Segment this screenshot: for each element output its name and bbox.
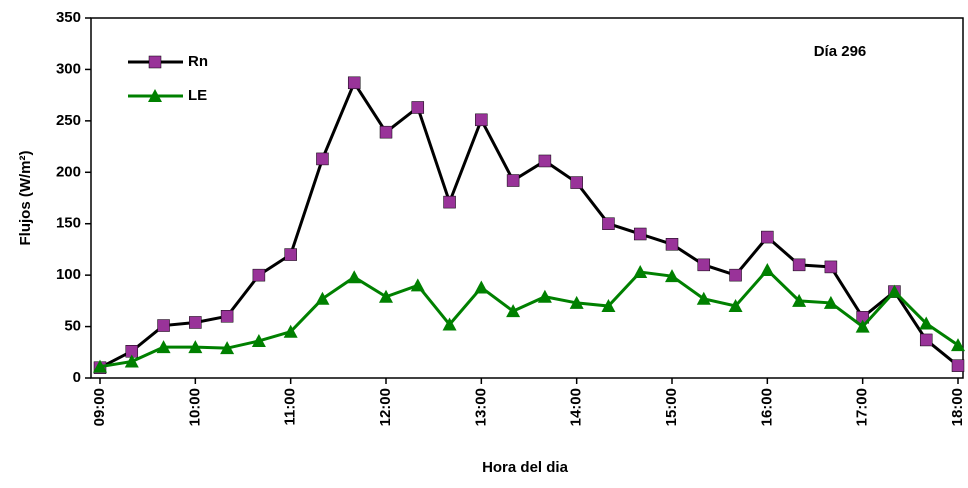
y-tick-label: 150 — [56, 215, 81, 232]
marker — [697, 258, 711, 272]
marker — [824, 260, 838, 274]
marker — [728, 299, 743, 312]
marker — [148, 89, 162, 102]
marker — [792, 258, 806, 272]
legend-label: Rn — [188, 53, 208, 70]
marker — [443, 195, 456, 209]
series-line — [99, 267, 959, 369]
y-tick-label: 250 — [56, 112, 81, 129]
marker — [347, 270, 362, 284]
y-tick-label: 0 — [73, 369, 81, 386]
series-line — [99, 79, 959, 370]
marker — [570, 176, 583, 189]
marker — [93, 359, 107, 373]
marker — [951, 359, 965, 372]
marker — [919, 333, 933, 347]
marker — [156, 340, 171, 354]
marker — [316, 152, 329, 166]
x-tick-label: 14:00 — [568, 388, 585, 426]
marker — [696, 291, 711, 305]
x-axis-label: Hora del dia — [482, 459, 569, 476]
marker — [188, 340, 203, 354]
marker — [919, 316, 934, 330]
marker — [220, 310, 234, 323]
x-tick-label: 13:00 — [472, 388, 489, 426]
y-tick-label: 350 — [56, 9, 81, 26]
x-tick-label: 15:00 — [663, 388, 680, 426]
x-tick-label: 17:00 — [854, 388, 871, 426]
marker — [124, 354, 139, 368]
annotation: Día 296 — [814, 43, 867, 60]
marker — [411, 101, 425, 114]
y-tick-label: 200 — [56, 163, 81, 180]
marker — [315, 291, 330, 305]
x-tick-label: 09:00 — [91, 388, 108, 426]
x-tick-label: 11:00 — [282, 388, 299, 426]
marker — [633, 265, 648, 279]
marker — [665, 269, 679, 283]
marker — [951, 338, 965, 352]
marker — [855, 319, 870, 333]
marker — [602, 217, 615, 230]
y-tick-label: 50 — [64, 318, 81, 335]
marker — [189, 316, 202, 329]
marker — [284, 248, 297, 261]
marker — [823, 295, 838, 309]
x-tick-label: 18:00 — [949, 388, 966, 426]
marker — [475, 113, 488, 127]
marker — [887, 284, 902, 298]
marker — [665, 238, 679, 251]
x-tick-label: 10:00 — [186, 388, 203, 426]
marker — [538, 154, 552, 168]
marker — [410, 278, 425, 292]
marker — [569, 295, 584, 309]
marker — [157, 319, 170, 332]
marker — [506, 304, 521, 318]
marker — [251, 333, 266, 347]
y-axis-label: Flujos (W/m²) — [17, 151, 34, 246]
y-tick-label: 100 — [56, 266, 81, 283]
marker — [379, 125, 393, 139]
marker — [347, 76, 361, 90]
marker — [760, 263, 775, 276]
marker — [761, 230, 774, 244]
x-tick-label: 12:00 — [377, 388, 394, 426]
marker — [252, 268, 266, 282]
marker — [283, 324, 298, 338]
marker — [601, 299, 616, 312]
marker — [148, 55, 162, 69]
marker — [729, 268, 742, 282]
plot-frame — [90, 17, 964, 379]
marker — [633, 227, 647, 241]
y-tick-label: 300 — [56, 60, 81, 77]
marker — [220, 341, 235, 355]
x-tick-label: 16:00 — [758, 388, 775, 426]
marker — [506, 174, 520, 187]
marker — [792, 293, 807, 307]
marker — [442, 317, 457, 331]
marker — [474, 280, 489, 294]
legend-label: LE — [188, 87, 207, 104]
marker — [379, 289, 393, 303]
marker — [537, 289, 552, 303]
